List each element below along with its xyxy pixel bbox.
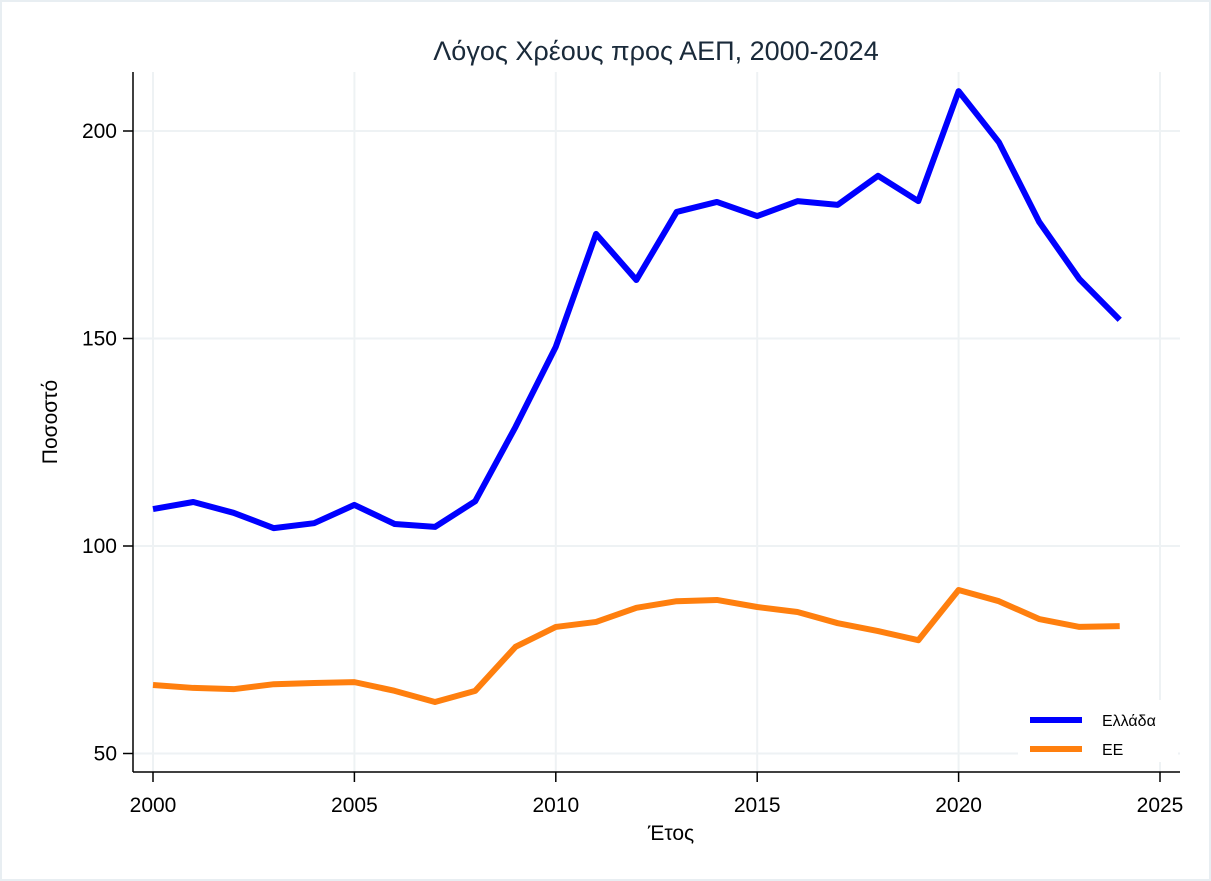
x-tick-label: 2025 xyxy=(1137,794,1184,817)
x-tick-label: 2015 xyxy=(734,794,781,817)
y-axis-label: Ποσοστό xyxy=(39,380,62,464)
series-line-0 xyxy=(152,88,1122,532)
chart-title: Λόγος Χρέους προς ΑΕΠ, 2000-2024 xyxy=(433,36,878,66)
x-axis-label: Έτος xyxy=(647,822,694,845)
x-tick-label: 2005 xyxy=(331,794,378,817)
legend-label: ΕΕ xyxy=(1102,742,1123,759)
x-tick-label: 2000 xyxy=(130,794,177,817)
series-line-1 xyxy=(152,586,1120,706)
x-tick-label: 2010 xyxy=(532,794,579,817)
y-tick-label: 150 xyxy=(82,328,117,351)
y-tick-label: 200 xyxy=(82,120,117,143)
y-tick-label: 100 xyxy=(82,535,117,558)
y-tick-label: 50 xyxy=(94,743,117,766)
legend-label: Ελλάδα xyxy=(1102,713,1156,730)
x-tick-label: 2020 xyxy=(935,794,982,817)
legend-box xyxy=(1018,700,1178,762)
